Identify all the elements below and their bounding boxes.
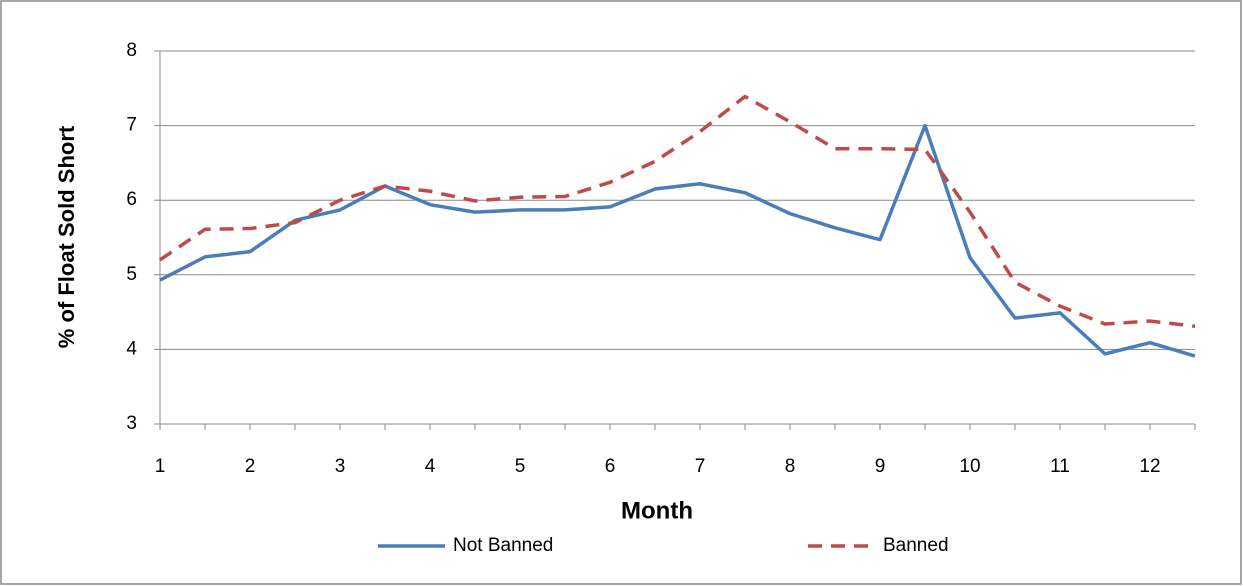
legend-label: Banned [883, 535, 949, 556]
y-tick-label: 6 [126, 189, 137, 210]
y-tick-label: 4 [126, 338, 137, 359]
x-tick-label: 7 [695, 456, 706, 477]
legend-label: Not Banned [453, 535, 553, 556]
x-tick-label: 11 [1050, 456, 1070, 477]
x-tick-label: 4 [425, 456, 436, 477]
y-tick-label: 3 [126, 413, 137, 434]
x-axis-title: Month [621, 497, 693, 524]
x-tick-label: 2 [245, 456, 256, 477]
x-tick-label: 5 [515, 456, 526, 477]
y-axis-title: % of Float Sold Short [54, 125, 79, 348]
series-line [159, 123, 1196, 358]
y-tick-label: 5 [126, 264, 137, 285]
y-tick-label: 8 [126, 40, 137, 61]
x-tick-label: 10 [959, 456, 980, 477]
x-tick-label: 3 [335, 456, 346, 477]
x-tick-label: 6 [605, 456, 616, 477]
x-tick-label: 1 [155, 456, 166, 477]
series-line [159, 94, 1196, 329]
x-tick-label: 8 [785, 456, 796, 477]
x-tick-label: 12 [1139, 456, 1160, 477]
x-tick-label: 9 [875, 456, 886, 477]
y-tick-label: 7 [126, 115, 137, 136]
